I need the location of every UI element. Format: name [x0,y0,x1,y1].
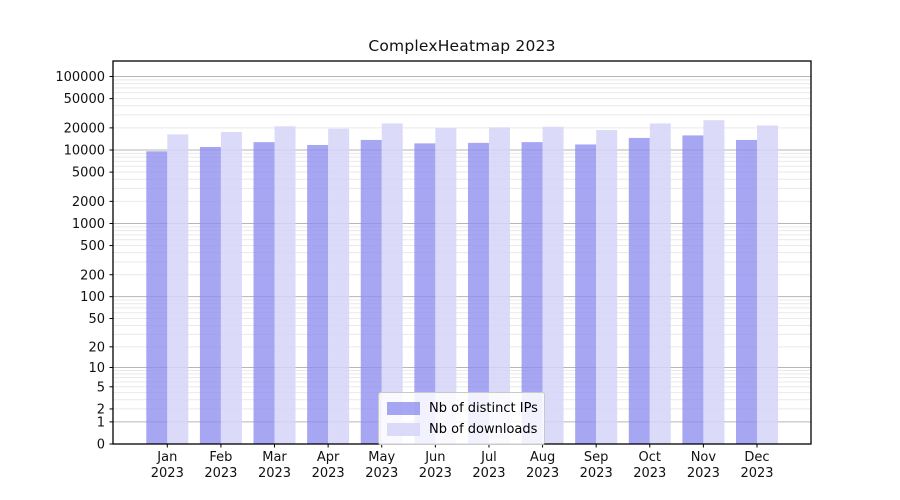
legend-swatch-downloads [387,422,420,436]
bar-downloads-apr [328,128,350,444]
bar-distinct-ips-jun [414,143,436,444]
x-tick-label-nov: Nov 2023 [687,450,720,481]
legend-item-distinct-ips: Nb of distinct IPs [387,399,538,417]
legend-label-downloads: Nb of downloads [429,421,538,437]
x-tick-label-jun: Jun 2023 [419,450,452,481]
bar-distinct-ips-jan [146,151,168,444]
bar-downloads-jul [488,127,510,445]
x-tick-label-dec: Dec 2023 [740,450,773,481]
bar-downloads-jun [435,128,457,444]
x-tick-label-mar: Mar 2023 [258,450,291,481]
legend-swatch-distinct-ips [387,401,420,415]
y-tick-label: 100 [80,290,105,305]
bars-group [146,120,779,445]
y-tick-label: 50 [88,312,105,327]
bar-distinct-ips-jul [467,142,489,444]
y-tick-label: 200 [80,268,105,283]
x-axis: Jan 2023 Feb 2023 Mar 2023 Apr 2023 May 2023 Jun 20… [151,444,774,481]
y-tick-label: 1 [97,415,105,430]
x-tick-label-aug: Aug 2023 [526,450,559,481]
y-tick-label: 20000 [64,121,105,136]
y-tick-label: 10000 [64,144,105,159]
y-tick-label: 50000 [64,92,105,107]
x-tick-label-feb: Feb 2023 [204,450,237,481]
bar-distinct-ips-dec [736,139,758,444]
bar-distinct-ips-aug [521,142,543,445]
x-tick-label-may: May 2023 [365,450,398,481]
x-tick-label-apr: Apr 2023 [312,450,345,481]
bar-distinct-ips-may [360,139,382,444]
bar-downloads-jan [167,134,189,444]
y-tick-label: 500 [80,239,105,254]
legend: Nb of distinct IPs Nb of downloads [378,392,545,445]
bar-distinct-ips-apr [307,144,329,445]
y-tick-label: 100000 [55,70,105,85]
y-tick-label: 5 [97,380,105,395]
y-tick-label: 2000 [72,195,105,210]
x-tick-label-sep: Sep 2023 [580,450,613,481]
chart-title: ComplexHeatmap 2023 [368,37,556,55]
bar-downloads-feb [220,131,242,444]
y-tick-label: 2 [97,402,105,417]
y-axis: 0 12 5 10 20 50 100 200 500 1000 2000 5000 10000 2000… [55,70,113,453]
legend-item-downloads: Nb of downloads [387,420,538,438]
legend-label-distinct-ips: Nb of distinct IPs [429,400,538,416]
x-tick-label-oct: Oct 2023 [633,450,666,481]
bar-downloads-nov [703,120,725,444]
bar-downloads-dec [757,125,779,444]
y-tick-label: 1000 [72,217,105,232]
bar-downloads-may [381,123,403,444]
bar-distinct-ips-oct [628,137,650,444]
bar-downloads-sep [596,130,618,444]
y-tick-label: 10 [88,361,105,376]
bar-downloads-aug [542,126,564,445]
bar-downloads-oct [649,123,671,444]
y-tick-label: 0 [97,438,105,453]
bar-distinct-ips-sep [575,144,597,444]
x-tick-label-jul: Jul 2023 [472,450,505,481]
x-tick-label-jan: Jan 2023 [151,450,184,481]
y-tick-label: 20 [88,340,105,355]
bar-downloads-mar [274,126,296,444]
y-tick-label: 5000 [72,166,105,181]
bar-distinct-ips-nov [682,135,704,445]
bar-distinct-ips-feb [199,146,221,444]
bar-distinct-ips-mar [253,142,275,445]
